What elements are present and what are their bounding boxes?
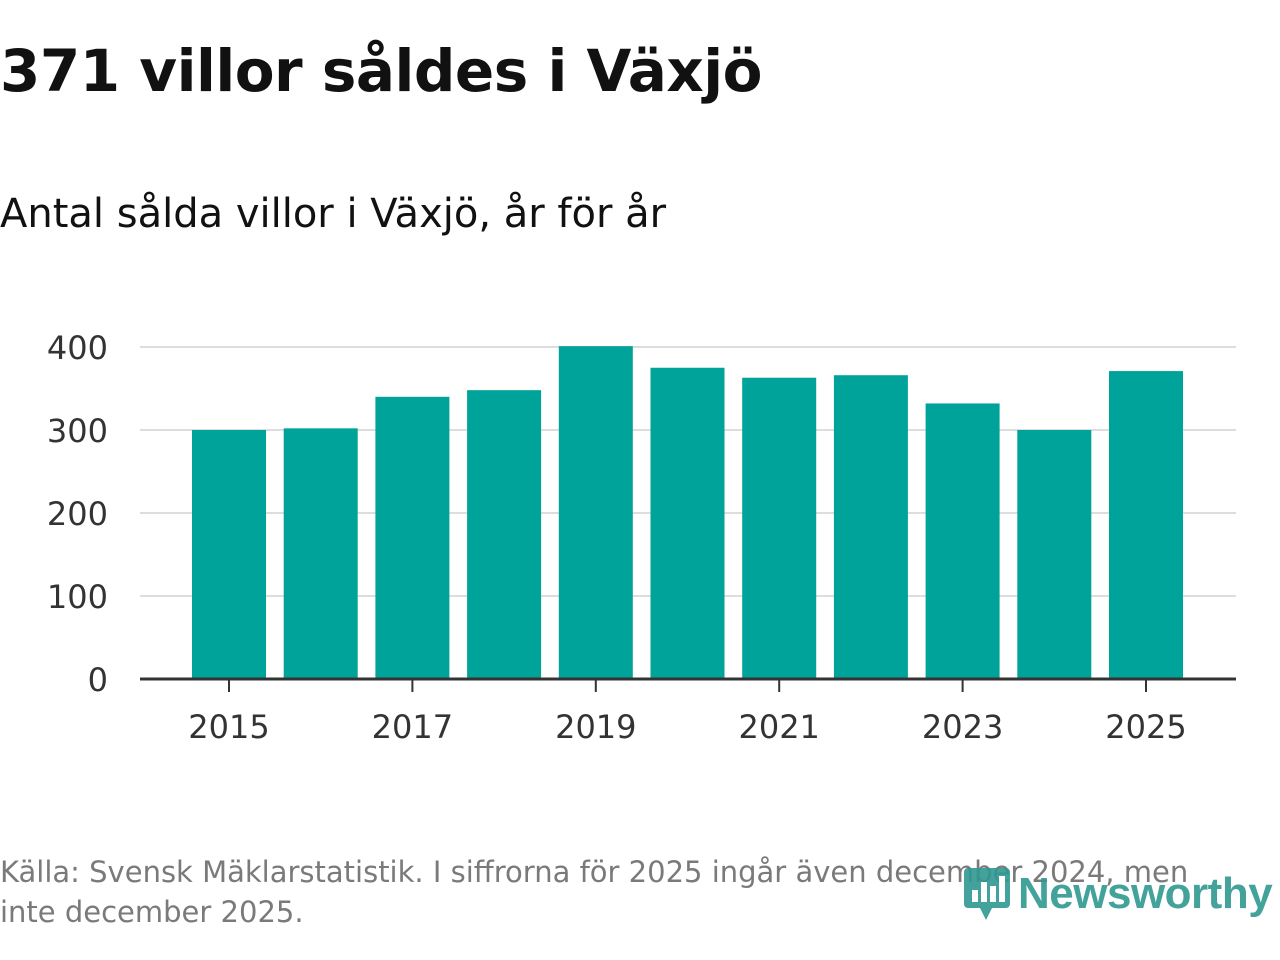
- x-tick-label: 2019: [555, 708, 636, 746]
- newsworthy-logo-icon: [964, 868, 1010, 920]
- y-tick-label: 400: [47, 329, 108, 367]
- bar-2022: [833, 375, 908, 679]
- bar-2023: [925, 403, 1000, 679]
- bar-2017: [375, 396, 450, 679]
- chart-subtitle: Antal sålda villor i Växjö, år för år: [0, 191, 667, 237]
- y-tick-label: 0: [88, 661, 108, 699]
- bar-2018: [467, 390, 542, 679]
- bar-2021: [742, 377, 817, 679]
- y-tick-label: 300: [47, 412, 108, 450]
- bar-2015: [192, 430, 266, 679]
- x-tick-label: 2017: [372, 708, 453, 746]
- y-tick-label: 200: [47, 495, 108, 533]
- x-tick-label: 2025: [1105, 708, 1186, 746]
- x-tick-label: 2015: [188, 708, 269, 746]
- bar-2016: [283, 428, 358, 679]
- bar-2024: [1017, 430, 1092, 679]
- newsworthy-logo: Newsworthy: [962, 862, 1273, 926]
- x-tick-label: 2023: [922, 708, 1003, 746]
- bar-chart: 0 100 200 300 400 2015 2017 2019 2021 2023 2025: [47, 329, 1236, 746]
- bar-2025: [1109, 371, 1183, 679]
- bar-2019: [558, 346, 633, 679]
- x-tick-label: 2021: [738, 708, 819, 746]
- y-tick-label: 100: [47, 578, 108, 616]
- bar-2020: [650, 367, 725, 679]
- logo-text: Newsworthy: [1018, 869, 1273, 918]
- chart-title: 371 villor såldes i Växjö: [0, 37, 763, 105]
